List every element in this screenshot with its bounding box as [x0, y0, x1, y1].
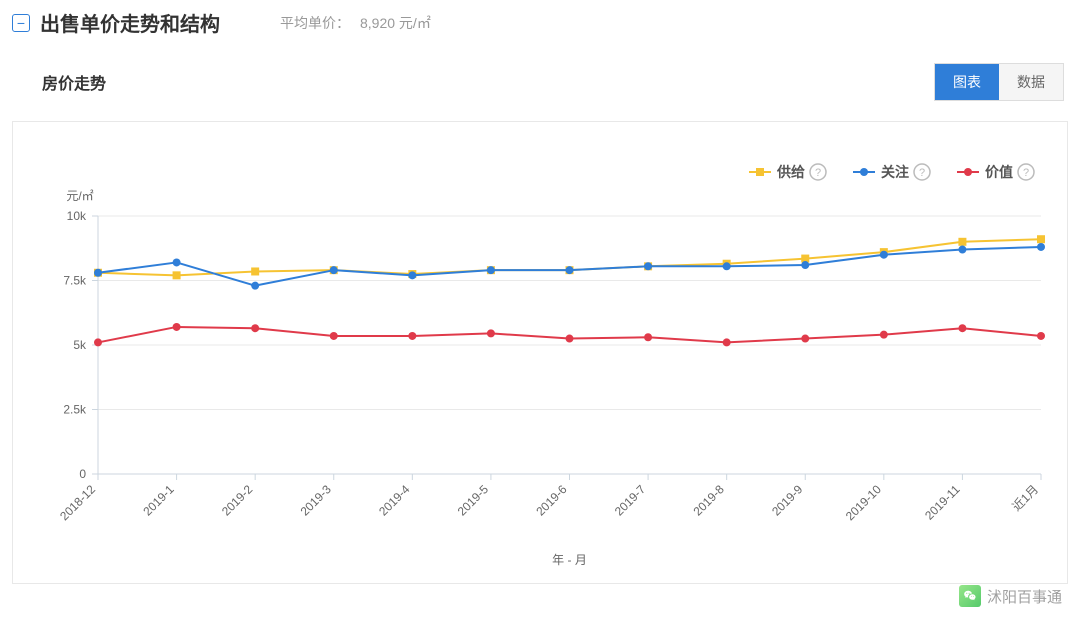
section-title: 出售单价走势和结构: [40, 8, 220, 37]
svg-text:2018-12: 2018-12: [57, 482, 98, 523]
view-tabs: 图表 数据: [934, 63, 1064, 101]
svg-text:2019-8: 2019-8: [690, 482, 727, 519]
svg-text:关注: 关注: [881, 164, 909, 180]
svg-text:年 - 月: 年 - 月: [552, 553, 587, 567]
sub-header: 房价走势 图表 数据: [12, 45, 1068, 111]
collapse-toggle[interactable]: −: [12, 14, 30, 32]
wechat-icon: [959, 585, 981, 607]
svg-text:元/㎡: 元/㎡: [66, 189, 93, 203]
chart-legend: 供给? 关注? 价值?: [749, 164, 1034, 180]
tab-chart[interactable]: 图表: [935, 64, 999, 100]
svg-text:?: ?: [815, 167, 821, 179]
price-trend-chart: 0 2.5k 5k 7.5k 10k 元/㎡ 2018-12 2019-1 2019-2 2019…: [13, 122, 1057, 578]
svg-text:?: ?: [1023, 167, 1029, 179]
svg-text:2019-4: 2019-4: [376, 482, 413, 519]
chart-container: 0 2.5k 5k 7.5k 10k 元/㎡ 2018-12 2019-1 2019-2 2019…: [12, 121, 1068, 584]
svg-text:2019-9: 2019-9: [769, 482, 806, 519]
svg-text:2019-7: 2019-7: [612, 482, 649, 519]
svg-text:近1月: 近1月: [1010, 482, 1042, 514]
svg-text:2019-5: 2019-5: [455, 482, 492, 519]
svg-text:5k: 5k: [73, 338, 87, 352]
svg-text:2019-2: 2019-2: [219, 482, 256, 519]
svg-text:2019-1: 2019-1: [140, 482, 177, 519]
section-header: − 出售单价走势和结构 平均单价： 8,920 元/㎡: [12, 4, 1068, 45]
minus-icon: −: [17, 16, 25, 30]
svg-text:?: ?: [919, 167, 925, 179]
svg-text:2019-3: 2019-3: [298, 482, 335, 519]
avg-price-value: 8,920 元/㎡: [360, 13, 431, 33]
svg-text:2019-11: 2019-11: [922, 482, 963, 523]
svg-text:供给: 供给: [776, 164, 805, 180]
tab-data[interactable]: 数据: [999, 64, 1063, 100]
sub-title: 房价走势: [42, 70, 106, 94]
svg-text:2019-10: 2019-10: [843, 482, 884, 523]
svg-text:2.5k: 2.5k: [63, 403, 87, 417]
watermark-text: 沭阳百事通: [987, 586, 1062, 607]
svg-text:0: 0: [79, 467, 86, 481]
svg-text:2019-6: 2019-6: [533, 482, 570, 519]
svg-text:价值: 价值: [985, 164, 1013, 180]
svg-text:7.5k: 7.5k: [63, 274, 87, 288]
svg-text:10k: 10k: [67, 209, 87, 223]
avg-price-label: 平均单价：: [280, 13, 350, 33]
watermark: 沭阳百事通: [959, 585, 1062, 607]
